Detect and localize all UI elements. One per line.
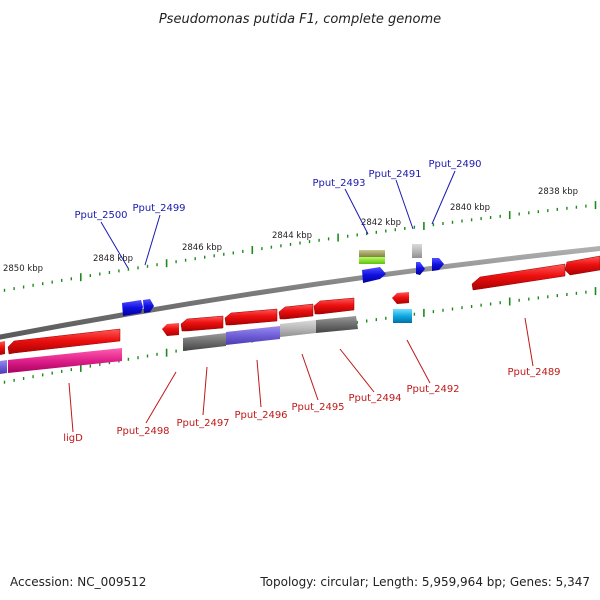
gene-feature-pput-2500[interactable]: [122, 300, 143, 316]
gene-feature-pput-2495[interactable]: [278, 303, 316, 337]
gene-label-pput-2497[interactable]: Pput_2497: [176, 418, 229, 429]
tick-label-2846: 2846 kbp: [182, 243, 222, 253]
gene-feature-pput-2498[interactable]: [162, 323, 179, 336]
gene-feature-pput-2491[interactable]: [416, 262, 425, 275]
gene-feature-ligd[interactable]: [7, 328, 122, 373]
tick-label-2844: 2844 kbp: [272, 231, 312, 241]
map-title: Pseudomonas putida F1, complete genome: [159, 12, 441, 27]
tick-label-2842: 2842 kbp: [361, 218, 401, 228]
gene-label-pput-2490[interactable]: Pput_2490: [428, 159, 481, 170]
gene-feature[interactable]: [0, 341, 7, 374]
gene-label-pput-2496[interactable]: Pput_2496: [234, 410, 287, 421]
outer-tick-track: [3, 201, 597, 292]
gene-feature-pput-2489[interactable]: [471, 263, 566, 291]
gene-label-ligd[interactable]: ligD: [63, 433, 83, 444]
tick-label-2848: 2848 kbp: [93, 254, 133, 264]
gene-label-pput-2493[interactable]: Pput_2493: [312, 178, 365, 189]
gene-label-pput-2500[interactable]: Pput_2500: [74, 210, 127, 221]
gene-label-pput-2495[interactable]: Pput_2495: [291, 402, 344, 413]
gene-feature-pput-2492[interactable]: [392, 292, 412, 323]
summary-text: Topology: circular; Length: 5,959,964 bp…: [259, 575, 590, 589]
gene-label-pput-2491[interactable]: Pput_2491: [368, 169, 421, 180]
gene-feature[interactable]: [564, 255, 600, 276]
gene-feature-pput-2493[interactable]: [359, 250, 385, 264]
accession-text: Accession: NC_009512: [10, 575, 146, 589]
tick-label-2838: 2838 kbp: [538, 187, 578, 197]
tick-label-2840: 2840 kbp: [450, 203, 490, 213]
bottom-leader-lines: [68, 317, 534, 433]
gene-feature-pput-2496[interactable]: [224, 308, 280, 345]
gene-label-pput-2494[interactable]: Pput_2494: [348, 393, 401, 404]
tick-label-2850: 2850 kbp: [3, 264, 43, 274]
gene-label-pput-2498[interactable]: Pput_2498: [116, 426, 169, 437]
top-leader-lines: [100, 170, 456, 269]
gene-label-pput-2492[interactable]: Pput_2492: [406, 384, 459, 395]
gene-feature[interactable]: [412, 244, 422, 258]
gene-feature-pput-2497[interactable]: [180, 315, 226, 351]
gene-feature-pput-2499[interactable]: [143, 299, 154, 313]
gene-feature-pput-2490[interactable]: [432, 258, 444, 271]
genome-backbone: [0, 246, 600, 340]
gene-label-pput-2489[interactable]: Pput_2489: [507, 367, 560, 378]
gene-feature[interactable]: [362, 267, 386, 283]
gene-label-pput-2499[interactable]: Pput_2499: [132, 203, 185, 214]
gene-feature-pput-2494[interactable]: [313, 297, 358, 333]
